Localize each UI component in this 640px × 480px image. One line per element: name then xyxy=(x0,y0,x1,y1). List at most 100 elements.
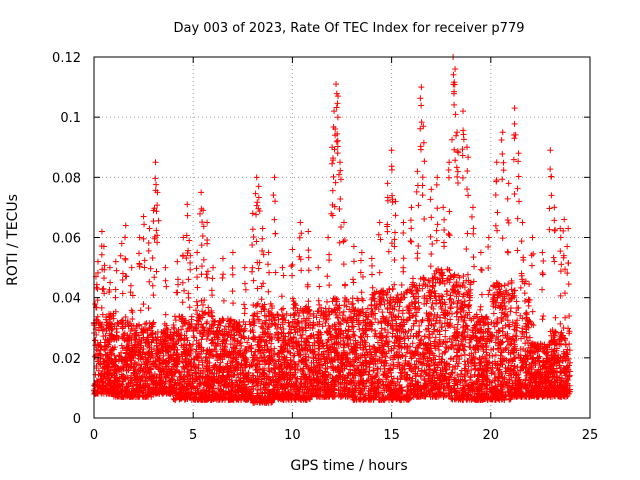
data-point xyxy=(191,394,198,401)
data-point xyxy=(234,367,241,374)
data-point xyxy=(155,388,162,395)
data-point xyxy=(99,365,106,372)
data-point xyxy=(256,342,263,349)
data-point xyxy=(286,380,293,387)
data-point xyxy=(206,375,213,382)
data-point xyxy=(375,319,382,326)
data-point xyxy=(170,321,177,328)
data-point xyxy=(236,378,243,385)
data-point xyxy=(215,385,222,392)
data-point xyxy=(254,363,261,370)
data-point xyxy=(144,357,151,364)
data-point xyxy=(193,337,200,344)
data-point xyxy=(195,373,202,380)
data-point xyxy=(195,343,202,350)
data-point xyxy=(149,323,156,330)
data-point xyxy=(220,369,227,376)
data-point xyxy=(230,393,237,400)
data-point xyxy=(239,392,246,399)
data-point xyxy=(447,295,454,302)
data-point xyxy=(199,370,206,377)
data-point xyxy=(157,381,164,388)
data-point xyxy=(113,325,120,332)
data-point xyxy=(204,363,211,370)
data-point xyxy=(194,385,201,392)
data-point xyxy=(227,316,234,323)
data-point xyxy=(198,355,205,362)
data-point xyxy=(134,323,141,330)
data-point xyxy=(200,324,207,331)
data-point xyxy=(266,355,273,362)
data-point xyxy=(466,301,473,308)
data-point xyxy=(460,346,467,353)
data-point xyxy=(209,313,216,320)
data-point xyxy=(162,364,169,371)
data-point xyxy=(100,373,107,380)
data-point xyxy=(143,320,150,327)
data-point xyxy=(250,385,257,392)
data-point xyxy=(226,320,233,327)
data-point xyxy=(237,332,244,339)
data-point xyxy=(152,358,159,365)
data-point xyxy=(124,319,131,326)
data-point xyxy=(253,301,260,308)
data-point xyxy=(237,385,244,392)
data-point xyxy=(156,372,163,379)
data-point xyxy=(194,311,201,318)
chart-title: Day 003 of 2023, Rate Of TEC Index for r… xyxy=(174,21,525,36)
data-point xyxy=(215,354,222,361)
data-point xyxy=(217,367,224,374)
data-point xyxy=(221,346,228,353)
data-point xyxy=(177,386,184,393)
data-point xyxy=(181,378,188,385)
data-point xyxy=(250,329,257,336)
data-point xyxy=(171,373,178,380)
data-point xyxy=(156,381,163,388)
data-point xyxy=(100,382,107,389)
data-point xyxy=(105,377,112,384)
data-point xyxy=(244,359,251,366)
data-point xyxy=(224,360,231,367)
data-point xyxy=(123,383,130,390)
data-point xyxy=(233,396,240,403)
data-point xyxy=(261,357,268,364)
data-point xyxy=(252,355,259,362)
data-point xyxy=(210,385,217,392)
data-point xyxy=(245,344,252,351)
data-point xyxy=(236,340,243,347)
data-point xyxy=(209,369,216,376)
data-point xyxy=(227,351,234,358)
data-point xyxy=(191,324,198,331)
data-point xyxy=(280,326,287,333)
data-point xyxy=(163,374,170,381)
data-point xyxy=(278,366,285,373)
data-point xyxy=(203,373,210,380)
data-point xyxy=(118,342,125,349)
data-point xyxy=(97,351,104,358)
data-point xyxy=(176,396,183,403)
data-point xyxy=(250,392,256,399)
data-point xyxy=(130,322,137,329)
data-point xyxy=(266,360,273,367)
data-point xyxy=(198,381,205,388)
data-point xyxy=(259,324,266,331)
data-point xyxy=(211,377,218,384)
data-point xyxy=(409,340,416,347)
data-point xyxy=(188,345,195,352)
data-point xyxy=(467,373,474,380)
data-point xyxy=(187,343,194,350)
data-point xyxy=(257,380,264,387)
data-point xyxy=(199,323,206,330)
data-point xyxy=(150,374,157,381)
data-point xyxy=(118,317,125,324)
data-point xyxy=(160,347,167,354)
data-point xyxy=(193,307,200,314)
data-point xyxy=(171,385,178,392)
data-point xyxy=(282,341,289,348)
data-point xyxy=(199,375,206,382)
data-point xyxy=(178,342,185,349)
data-point xyxy=(274,351,281,358)
data-point xyxy=(133,332,140,339)
data-point xyxy=(153,342,160,349)
data-point xyxy=(205,311,212,318)
